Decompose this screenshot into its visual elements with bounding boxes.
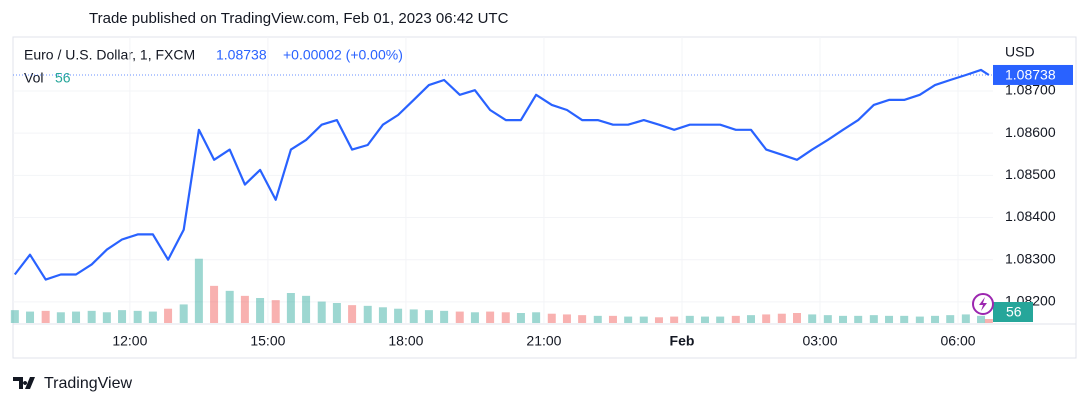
volume-bar: [133, 310, 142, 323]
volume-bar: [378, 307, 387, 323]
x-tick-label: 06:00: [941, 333, 976, 349]
y-tick-label: 1.08400: [1005, 208, 1056, 224]
volume-bar: [532, 312, 541, 323]
volume-bar: [808, 314, 817, 323]
volume-bar: [746, 315, 755, 323]
volume-bar: [885, 315, 894, 323]
volume-bar: [194, 258, 203, 323]
y-tick-label: 1.08300: [1005, 250, 1056, 266]
y-tick-label: 1.08500: [1005, 166, 1056, 182]
volume-bar: [793, 313, 801, 323]
volume-bar: [823, 315, 832, 323]
volume-bar: [10, 310, 19, 323]
volume-bar: [394, 308, 403, 323]
volume-bar: [777, 313, 786, 323]
x-tick-label: 03:00: [802, 333, 837, 349]
volume-label: Vol: [24, 70, 43, 86]
y-tick-label: 1.08700: [1005, 82, 1056, 98]
volume-bar: [26, 311, 35, 323]
symbol-title: Euro / U.S. Dollar, 1, FXCM: [24, 47, 195, 63]
x-tick-label: 12:00: [112, 333, 147, 349]
volume-bar: [762, 314, 771, 323]
volume-bar: [547, 313, 556, 323]
volume-bar: [984, 319, 993, 323]
volume-bar: [931, 315, 940, 323]
volume-bar: [363, 305, 372, 323]
volume-bar: [102, 312, 111, 323]
brand-name: TradingView: [44, 375, 132, 392]
last-price-label: 1.08738: [1005, 67, 1056, 83]
volume-bar: [56, 312, 65, 323]
volume-bar: [869, 315, 878, 323]
volume-bar: [900, 315, 909, 323]
volume-bar: [639, 316, 648, 323]
price-line: [13, 68, 990, 281]
x-tick-label: 15:00: [250, 333, 285, 349]
volume-bar: [271, 300, 280, 323]
volume-bar: [409, 309, 418, 323]
volume-bar: [41, 310, 50, 323]
volume-bar: [854, 315, 863, 323]
y-axis-label: USD: [1005, 44, 1035, 60]
volume-bar: [470, 312, 479, 323]
volume-value: 56: [55, 70, 71, 86]
volume-last-label: 56: [1006, 304, 1022, 320]
volume-bar: [118, 310, 127, 323]
volume-bar: [946, 315, 955, 323]
volume-bar: [440, 310, 449, 323]
x-tick-label: 21:00: [526, 333, 561, 349]
volume-bar: [839, 315, 848, 323]
volume-bar: [578, 315, 587, 323]
volume-bar: [286, 293, 295, 323]
legend-price: 1.08738: [216, 47, 267, 63]
volume-bar: [256, 298, 265, 323]
x-tick-label: 18:00: [388, 333, 423, 349]
volume-bar: [608, 315, 617, 323]
volume-bar: [210, 285, 219, 323]
volume-bar: [302, 295, 311, 323]
volume-bar: [654, 317, 663, 323]
alert-icon: [972, 293, 994, 315]
volume-bar: [179, 304, 188, 323]
volume-bar: [716, 316, 725, 323]
volume-bar: [455, 311, 464, 323]
volume-bar: [516, 313, 525, 323]
volume-bar: [501, 312, 510, 323]
volume-bar: [332, 303, 341, 323]
volume-bar: [961, 314, 970, 323]
volume-bar: [731, 315, 740, 323]
published-note: Trade published on TradingView.com, Feb …: [89, 10, 509, 27]
volume-bar: [486, 311, 495, 323]
volume-bar: [593, 315, 602, 323]
y-tick-label: 1.08600: [1005, 124, 1056, 140]
volume-bar: [317, 301, 326, 323]
volume-last-box: [993, 302, 1033, 322]
brand-logo: TradingView: [13, 375, 132, 392]
volume-bar: [225, 290, 234, 323]
volume-bar: [977, 315, 986, 323]
volume-bar: [148, 311, 157, 323]
volume-bar: [700, 316, 709, 323]
volume-bar: [87, 310, 96, 323]
legend-change: +0.00002 (+0.00%): [283, 47, 403, 63]
volume-bar: [915, 316, 924, 323]
pane-border: [12, 36, 1077, 359]
volume-bar: [624, 316, 633, 323]
volume-bar: [240, 295, 249, 323]
volume-bar: [562, 314, 571, 323]
volume-bar: [164, 308, 173, 323]
volume-bar: [670, 316, 679, 323]
volume-bar: [72, 311, 81, 323]
volume-bar: [685, 315, 694, 323]
volume-bar: [424, 310, 433, 323]
x-tick-label: Feb: [670, 333, 695, 349]
volume-bar: [348, 305, 357, 323]
last-price-box: [993, 64, 1073, 85]
